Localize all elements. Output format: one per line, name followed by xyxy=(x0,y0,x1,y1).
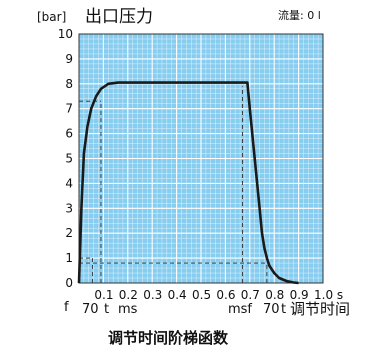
annotation-fall-ms: msf xyxy=(228,302,252,317)
series-line-0 xyxy=(77,81,299,285)
x-tick-label: 0.2 xyxy=(119,288,138,302)
y-tick-label: 0 xyxy=(65,276,73,290)
x-tick-label: 0.4 xyxy=(168,288,187,302)
plot-frame xyxy=(78,33,324,284)
y-tick-label: 5 xyxy=(65,152,73,166)
flow-label: 流量: 0 l xyxy=(278,8,321,22)
annotation-rise-70: 70 xyxy=(82,302,99,317)
y-tick-label: 3 xyxy=(65,201,73,215)
y-tick-label: 4 xyxy=(65,176,73,190)
unit-label: [bar] xyxy=(37,10,66,24)
chart-title: 出口压力 xyxy=(85,7,153,27)
x-tick-label: 0.9 xyxy=(290,288,309,302)
y-tick-label: 10 xyxy=(58,27,73,41)
x-tick-label: 0.1 xyxy=(94,288,113,302)
annotation-fall-label: 调节时间 xyxy=(290,300,350,318)
x-tick-label: 0.6 xyxy=(216,288,235,302)
x-tick-label: 0.5 xyxy=(192,288,211,302)
x-tick-label: 1.0 s xyxy=(314,288,343,302)
y-tick-label: 8 xyxy=(65,77,73,91)
chart-caption: 调节时间阶梯函数 xyxy=(108,329,229,347)
annotation-f: f xyxy=(64,300,69,315)
annotation-rise-t: t xyxy=(104,302,109,317)
y-tick-label: 1 xyxy=(65,251,73,265)
y-tick-label: 9 xyxy=(65,52,73,66)
annotation-rise-ms: ms xyxy=(118,302,138,317)
annotation-fall-70: 70 xyxy=(263,302,280,317)
x-tick-label: 0.3 xyxy=(143,288,162,302)
x-tick-label: 0.8 xyxy=(265,288,284,302)
y-tick-label: 6 xyxy=(65,127,73,141)
y-tick-label: 2 xyxy=(65,226,73,240)
x-tick-label: 0.7 xyxy=(241,288,260,302)
annotation-fall-t: t xyxy=(281,302,286,317)
y-tick-label: 7 xyxy=(65,102,73,116)
